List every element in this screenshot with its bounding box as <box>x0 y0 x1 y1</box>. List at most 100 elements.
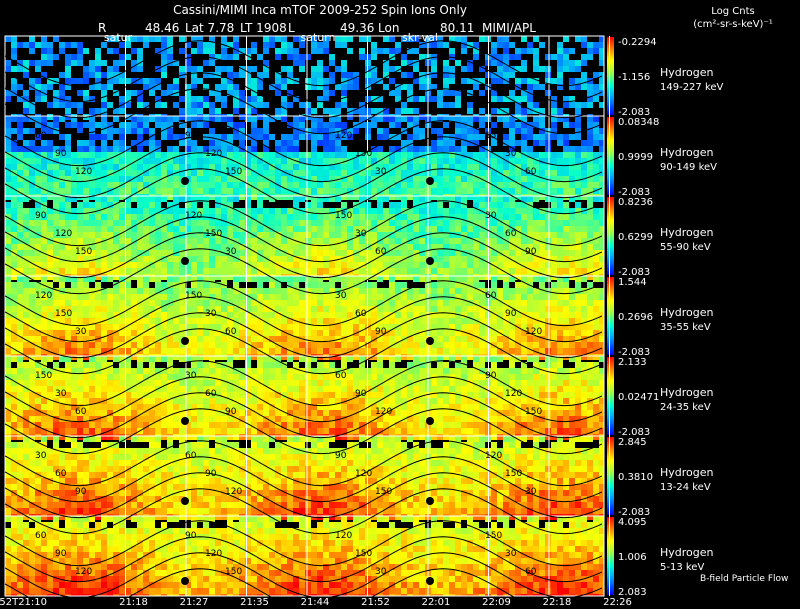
event-marker: skr-val <box>402 31 438 44</box>
contour-label: 150 <box>355 549 372 559</box>
contour-label: 90 <box>185 531 197 541</box>
colorbar-max: -0.2294 <box>618 37 657 48</box>
colorbar-mid: -1.156 <box>618 72 650 83</box>
contour-label: 120 <box>335 131 352 141</box>
x-tick-label: 22:09 <box>482 597 511 608</box>
colorbar-2 <box>607 197 614 275</box>
flow-marker <box>181 577 189 585</box>
contour-label: 150 <box>75 247 92 257</box>
spectrogram-panel-6 <box>5 516 604 596</box>
contour-label: 150 <box>205 229 222 239</box>
x-tick-label: 21:44 <box>301 597 330 608</box>
contour-label: 120 <box>485 451 502 461</box>
header-l-value: 49.36 <box>340 21 374 35</box>
contour-line <box>4 552 603 599</box>
contour-line <box>4 136 603 183</box>
contour-label: 60 <box>525 167 537 177</box>
colorbar-mid: 1.006 <box>618 552 647 563</box>
flow-marker <box>426 497 434 505</box>
x-tick-label: 22:26 <box>603 597 632 608</box>
contour-label: 120 <box>505 389 522 399</box>
contour-label: 150 <box>485 531 502 541</box>
colorbar-min: -2.083 <box>618 347 650 358</box>
contour-line <box>4 232 603 279</box>
contour-line <box>4 248 603 295</box>
contour-label: 90 <box>505 309 517 319</box>
species-label: Hydrogen <box>660 386 714 399</box>
colorbar-min: -2.083 <box>618 107 650 118</box>
contour-line <box>4 360 603 407</box>
contour-label: 120 <box>225 487 242 497</box>
contour-line <box>4 40 603 87</box>
header-r-value: 48.46 <box>145 21 179 35</box>
colorbar-mid: 0.9999 <box>618 152 653 163</box>
contour-line <box>4 168 603 215</box>
contour-label: 30 <box>225 247 237 257</box>
species-label: Hydrogen <box>660 146 714 159</box>
x-tick-label: 252T21:10 <box>0 597 47 608</box>
contour-label: 60 <box>505 229 517 239</box>
contour-line <box>4 120 603 167</box>
contour-line <box>4 216 603 263</box>
contour-label: 60 <box>375 247 387 257</box>
colorbar-mid: 0.2696 <box>618 312 653 323</box>
contour-label: 150 <box>525 407 542 417</box>
contour-label: 150 <box>505 469 522 479</box>
contour-label: 30 <box>205 309 217 319</box>
contour-label: 150 <box>225 167 242 177</box>
flow-marker <box>426 257 434 265</box>
panel-frame <box>4 515 605 597</box>
contour-label: 120 <box>185 211 202 221</box>
contour-line <box>4 408 603 455</box>
contour-line <box>4 520 603 567</box>
x-tick-label: 22:01 <box>422 597 451 608</box>
contour-label: 120 <box>525 327 542 337</box>
contour-label: 60 <box>185 451 197 461</box>
contour-label: 60 <box>485 291 497 301</box>
colorbar-max: 2.845 <box>618 437 647 448</box>
header-l: L <box>288 21 295 35</box>
contour-label: 30 <box>505 149 517 159</box>
contour-line <box>4 152 603 199</box>
colorbar-mid: 0.6299 <box>618 232 653 243</box>
energy-label: 13-24 keV <box>660 482 711 493</box>
spectrogram-panel-0 <box>5 36 604 120</box>
flow-marker <box>181 417 189 425</box>
colorbar-1 <box>607 117 614 195</box>
contour-label: 150 <box>355 149 372 159</box>
contour-line <box>4 88 603 135</box>
contour-label: 60 <box>525 567 537 577</box>
contour-label: 150 <box>485 131 502 141</box>
energy-label: 35-55 keV <box>660 322 711 333</box>
contour-label: 30 <box>355 229 367 239</box>
contour-label: 90 <box>335 451 347 461</box>
colorbar-max: 0.08348 <box>618 117 659 128</box>
species-label: Hydrogen <box>660 466 714 479</box>
chart-title: Cassini/MIMI Inca mTOF 2009-252 Spin Ion… <box>173 3 467 17</box>
colorbar-0 <box>607 37 614 115</box>
contour-line <box>4 200 603 247</box>
header-lat: Lat 7.78 <box>185 21 234 35</box>
contour-label: 30 <box>185 371 197 381</box>
contour-line <box>4 56 603 103</box>
contour-label: 30 <box>55 389 67 399</box>
colorbar-mid: 0.3810 <box>618 472 653 483</box>
contour-label: 90 <box>485 371 497 381</box>
contour-label: 60 <box>335 371 347 381</box>
contour-label: 60 <box>35 531 47 541</box>
colorbar-min: -2.083 <box>618 427 650 438</box>
contour-label: 90 <box>375 327 387 337</box>
x-tick-label: 22:18 <box>543 597 572 608</box>
contour-label: 120 <box>55 229 72 239</box>
contour-label: 90 <box>55 549 67 559</box>
colorbar-4 <box>607 357 614 435</box>
contour-label: 120 <box>335 531 352 541</box>
contour-label: 120 <box>75 167 92 177</box>
species-label: Hydrogen <box>660 306 714 319</box>
contour-label: 60 <box>355 309 367 319</box>
contour-label: 120 <box>205 149 222 159</box>
contour-label: 90 <box>35 211 47 221</box>
contour-label: 60 <box>75 407 87 417</box>
colorbar-3 <box>607 277 614 355</box>
